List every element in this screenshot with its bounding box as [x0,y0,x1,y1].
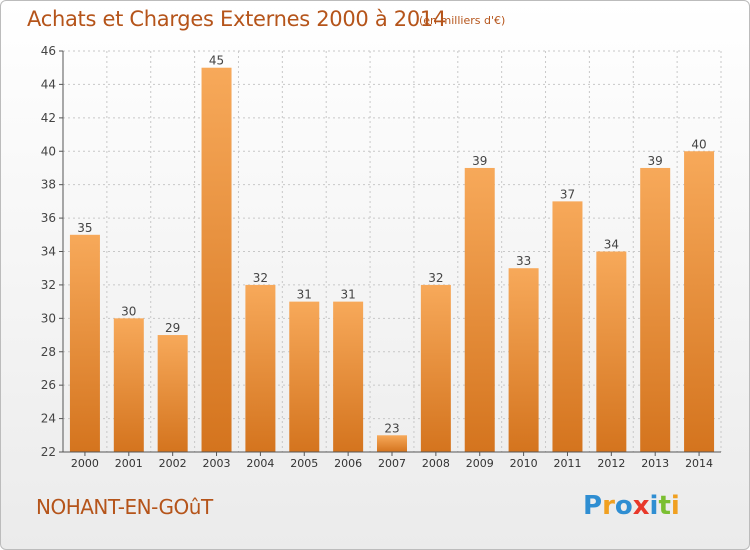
logo-letter: i [670,491,680,521]
y-tick-label: 30 [41,311,56,325]
y-tick-label: 24 [41,412,56,426]
bar-value-label: 32 [253,271,268,285]
bar-value-label: 45 [209,54,224,68]
bar [333,301,364,452]
logo-letter: P [583,491,603,521]
bar [684,151,715,452]
bar-value-label: 40 [691,137,706,151]
bar [596,251,627,452]
bar-value-label: 23 [384,421,399,435]
logo-letter: x [632,491,650,521]
bar-value-label: 39 [472,154,487,168]
bar-value-label: 37 [560,187,575,201]
y-tick-label: 22 [41,445,56,459]
chart-subtitle: (en milliers d'€) [419,14,506,27]
bar [157,335,188,452]
y-tick-label: 42 [41,111,56,125]
bar-value-label: 35 [77,221,92,235]
x-tick-label: 2000 [71,457,99,470]
bar-value-label: 39 [648,154,663,168]
y-tick-label: 38 [41,178,56,192]
x-tick-label: 2014 [685,457,713,470]
logo-letter: o [614,491,633,521]
logo-letter: r [602,491,615,521]
y-tick-label: 36 [41,211,56,225]
logo-letter: t [658,491,671,521]
bar-value-label: 30 [121,304,136,318]
bar [508,268,539,452]
axes: 22 24 26 28 30 32 34 36 38 40 42 44 46 2000 2001 2002 20… [41,44,721,470]
proxiti-logo[interactable]: Proxiti [583,491,680,521]
x-tick-label: 2005 [290,457,318,470]
x-tick-label: 2008 [422,457,450,470]
y-tick-label: 26 [41,378,56,392]
x-tick-label: 2009 [466,457,494,470]
x-tick-label: 2001 [115,457,143,470]
bar-value-label: 29 [165,321,180,335]
x-tick-label: 2013 [641,457,669,470]
bar [201,67,232,452]
y-tick-label: 34 [41,245,56,259]
x-tick-label: 2007 [378,457,406,470]
x-tick-label: 2011 [553,457,581,470]
bar [464,167,495,453]
bar-value-label: 32 [428,271,443,285]
x-tick-label: 2004 [246,457,274,470]
y-tick-label: 44 [41,77,56,91]
bar-value-label: 34 [604,238,619,252]
bars: 35 30 29 45 32 31 31 23 32 39 33 37 34 39 40 [69,54,715,453]
bar [69,234,100,452]
bar [289,301,320,452]
x-tick-label: 2006 [334,457,362,470]
logo-letter: i [649,491,659,521]
bar [640,167,671,453]
bar [113,318,144,452]
y-tick-label: 28 [41,345,56,359]
bar-value-label: 33 [516,254,531,268]
y-tick-label: 32 [41,278,56,292]
bar [377,435,407,452]
bar [245,284,276,452]
bar-value-label: 31 [297,288,312,302]
chart-title: Achats et Charges Externes 2000 à 2014 [27,7,447,31]
x-tick-label: 2002 [159,457,187,470]
place-name: NOHANT-EN-GOûT [36,495,213,519]
x-tick-label: 2010 [510,457,538,470]
x-tick-label: 2012 [597,457,625,470]
bar-value-label: 31 [340,288,355,302]
bar [552,201,583,452]
y-tick-label: 46 [41,44,56,58]
y-tick-label: 40 [41,144,56,158]
x-tick-label: 2003 [203,457,231,470]
bar [420,284,451,452]
